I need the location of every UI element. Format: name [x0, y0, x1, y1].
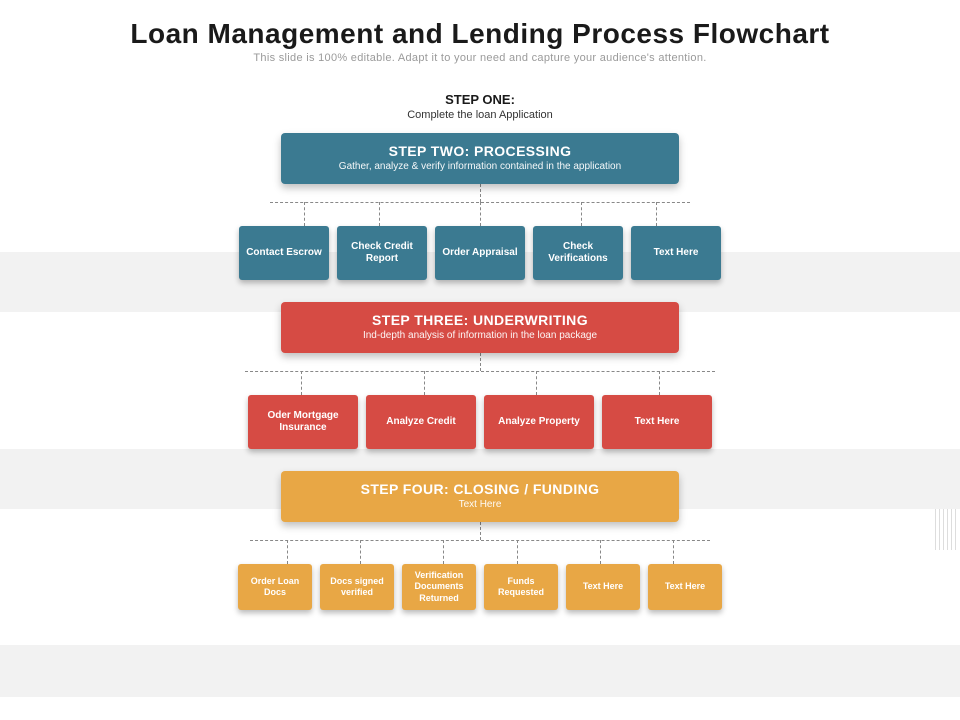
connector-lines: [270, 184, 690, 226]
stage-header-title: STEP FOUR: CLOSING / FUNDING: [295, 481, 665, 497]
stage-child-box: Verification Documents Returned: [402, 564, 476, 610]
stage-child-box: Order Loan Docs: [238, 564, 312, 610]
stage-child-box: Analyze Property: [484, 395, 594, 449]
stage-header-subtitle: Ind-depth analysis of information in the…: [295, 330, 665, 341]
stage-underwriting: STEP THREE: UNDERWRITING Ind-depth analys…: [0, 302, 960, 449]
stage-children-row: Order Loan DocsDocs signed verifiedVerif…: [238, 564, 722, 610]
stage-child-box: Check Verifications: [533, 226, 623, 280]
connector-lines: [245, 353, 715, 395]
stage-child-box: Contact Escrow: [239, 226, 329, 280]
step-one-subtitle: Complete the loan Application: [0, 109, 960, 121]
stage-child-box: Check Credit Report: [337, 226, 427, 280]
page-subtitle: This slide is 100% editable. Adapt it to…: [0, 52, 960, 64]
stage-children-row: Contact EscrowCheck Credit ReportOrder A…: [239, 226, 721, 280]
stage-header-subtitle: Gather, analyze & verify information con…: [295, 161, 665, 172]
stage-child-box: Text Here: [631, 226, 721, 280]
stage-child-box: Text Here: [566, 564, 640, 610]
stage-header-underwriting: STEP THREE: UNDERWRITING Ind-depth analys…: [281, 302, 679, 353]
stage-child-box: Text Here: [602, 395, 712, 449]
stage-header-title: STEP TWO: PROCESSING: [295, 143, 665, 159]
connector-lines: [250, 522, 710, 564]
stage-header-processing: STEP TWO: PROCESSING Gather, analyze & ve…: [281, 133, 679, 184]
row-background-strip: [0, 645, 960, 697]
stage-children-row: Oder Mortgage InsuranceAnalyze CreditAna…: [248, 395, 712, 449]
stage-header-subtitle: Text Here: [295, 499, 665, 510]
page-title: Loan Management and Lending Process Flow…: [0, 0, 960, 50]
stage-child-box: Order Appraisal: [435, 226, 525, 280]
stage-child-box: Funds Requested: [484, 564, 558, 610]
stage-header-closing: STEP FOUR: CLOSING / FUNDING Text Here: [281, 471, 679, 522]
stage-child-box: Oder Mortgage Insurance: [248, 395, 358, 449]
stage-child-box: Text Here: [648, 564, 722, 610]
stage-child-box: Docs signed verified: [320, 564, 394, 610]
stage-header-title: STEP THREE: UNDERWRITING: [295, 312, 665, 328]
step-one-title: STEP ONE:: [0, 92, 960, 107]
flowchart-root: STEP TWO: PROCESSING Gather, analyze & ve…: [0, 133, 960, 610]
stage-child-box: Analyze Credit: [366, 395, 476, 449]
